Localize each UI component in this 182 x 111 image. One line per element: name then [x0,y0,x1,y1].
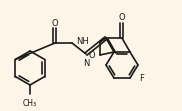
Text: O: O [119,14,125,23]
Text: CH₃: CH₃ [23,98,37,107]
Text: F: F [139,73,144,82]
Text: O: O [88,51,95,59]
Text: O: O [52,19,58,28]
Text: N: N [83,59,89,68]
Text: NH: NH [76,37,89,46]
